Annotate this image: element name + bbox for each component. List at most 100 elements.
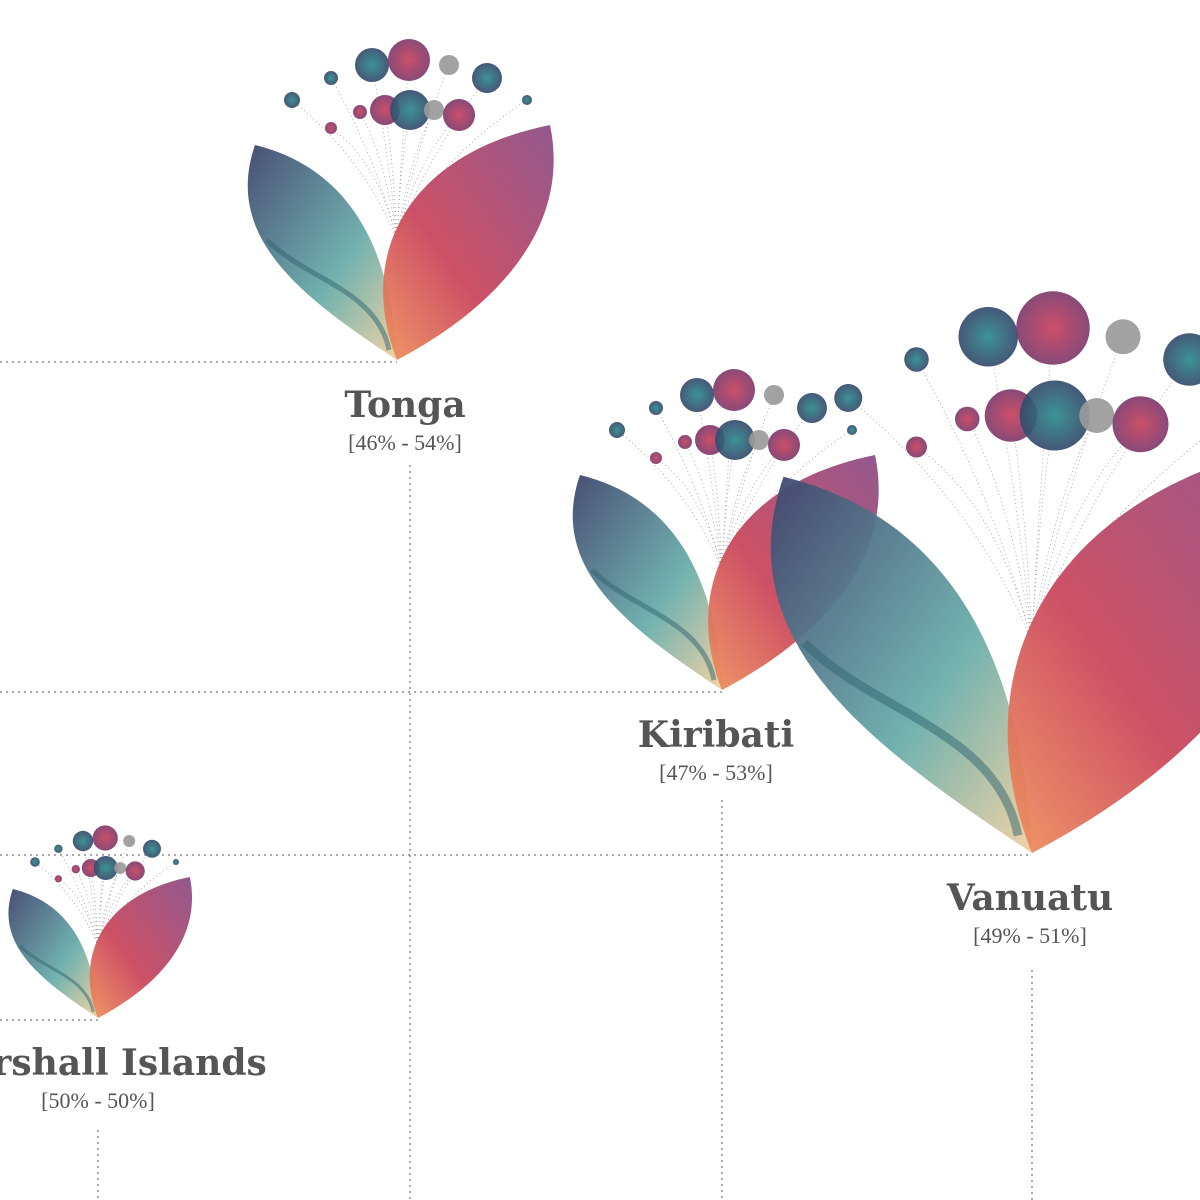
bubble xyxy=(54,875,62,883)
leaf-vein xyxy=(801,639,1023,837)
leaf-right xyxy=(89,877,193,1018)
stem xyxy=(331,78,397,240)
bubble xyxy=(1079,398,1115,433)
leaf-right xyxy=(1007,471,1200,853)
stem xyxy=(988,337,1032,643)
stem xyxy=(967,419,1032,643)
stem xyxy=(372,65,397,240)
stem xyxy=(1032,398,1200,643)
bubble xyxy=(30,857,40,867)
bubble xyxy=(955,406,980,432)
stem xyxy=(617,430,722,570)
stem xyxy=(98,838,105,946)
flower-name: Kiribati xyxy=(638,714,794,756)
bubble xyxy=(284,92,300,108)
bubble xyxy=(353,105,367,119)
leaf-vein xyxy=(590,568,717,681)
bubble xyxy=(680,378,714,412)
flower-name: Vanuatu xyxy=(946,877,1113,919)
flower xyxy=(770,291,1200,853)
bubble xyxy=(1112,396,1169,453)
flower-name: Marshall Islands xyxy=(0,1042,267,1084)
stem xyxy=(58,879,98,946)
bubble xyxy=(54,844,63,853)
bubble xyxy=(1016,291,1090,365)
bubble xyxy=(1163,333,1200,386)
leaf-vein xyxy=(18,944,95,1013)
flower xyxy=(247,39,554,360)
bubble xyxy=(797,393,827,423)
stem xyxy=(331,128,397,240)
bubble xyxy=(847,425,857,435)
bubble xyxy=(609,422,625,438)
bubble xyxy=(958,307,1018,367)
bubble xyxy=(715,420,755,460)
bubble xyxy=(123,835,136,847)
leaf-left xyxy=(8,889,98,1018)
bubble xyxy=(72,830,94,852)
stem xyxy=(83,841,98,946)
leaf-left xyxy=(770,476,1032,853)
bubble xyxy=(325,122,337,134)
bubble xyxy=(439,55,459,75)
flower-name: Tonga xyxy=(344,384,465,426)
bubble xyxy=(443,99,475,131)
bubble xyxy=(650,452,662,464)
stem xyxy=(1011,416,1032,644)
bubble xyxy=(1105,319,1141,355)
bubble xyxy=(388,39,430,81)
bubble xyxy=(173,859,179,865)
bubble xyxy=(324,71,338,85)
bubble xyxy=(678,435,692,449)
flower-range: [46% - 54%] xyxy=(348,430,462,455)
bubble xyxy=(768,429,800,461)
bubble xyxy=(424,100,444,120)
stem xyxy=(360,112,397,240)
bubble xyxy=(764,385,784,405)
bubble xyxy=(71,865,80,874)
bubble xyxy=(906,436,927,458)
bubble xyxy=(114,862,127,874)
stem xyxy=(917,360,1033,644)
flower xyxy=(8,825,193,1018)
flower-range: [49% - 51%] xyxy=(973,923,1087,948)
stem xyxy=(98,849,152,946)
bubble xyxy=(713,369,755,411)
stem xyxy=(98,868,120,946)
leaf-right xyxy=(383,125,554,360)
stem xyxy=(76,869,98,946)
bubble xyxy=(834,384,863,412)
stem xyxy=(292,100,397,240)
stem xyxy=(656,458,722,570)
bubble xyxy=(355,48,389,82)
stem xyxy=(697,395,722,570)
stem xyxy=(917,447,1033,643)
stem xyxy=(385,110,397,240)
flower-range: [50% - 50%] xyxy=(41,1088,155,1113)
flower-range: [47% - 53%] xyxy=(659,760,773,785)
stem xyxy=(685,442,722,570)
leaf-left xyxy=(572,475,722,690)
stem xyxy=(397,110,410,240)
guides xyxy=(0,361,1033,1200)
leaf-left xyxy=(247,145,397,360)
bubble xyxy=(390,90,430,130)
leaf-vein xyxy=(265,238,392,351)
bubble xyxy=(125,861,145,881)
stem xyxy=(1032,424,1141,643)
bubble xyxy=(749,430,769,450)
bubble xyxy=(93,856,118,880)
flowers: Tonga [46% - 54%] Kiribati [47% - 53%] Vanua… xyxy=(0,39,1200,1113)
stem xyxy=(1032,416,1097,644)
bubble xyxy=(143,839,161,858)
bubble xyxy=(649,401,663,415)
bubble xyxy=(1019,380,1090,451)
bubble xyxy=(472,63,502,93)
bubble xyxy=(92,825,118,851)
bubble xyxy=(522,95,532,105)
stem xyxy=(656,408,722,570)
bubble xyxy=(904,347,929,372)
stem xyxy=(710,440,722,570)
